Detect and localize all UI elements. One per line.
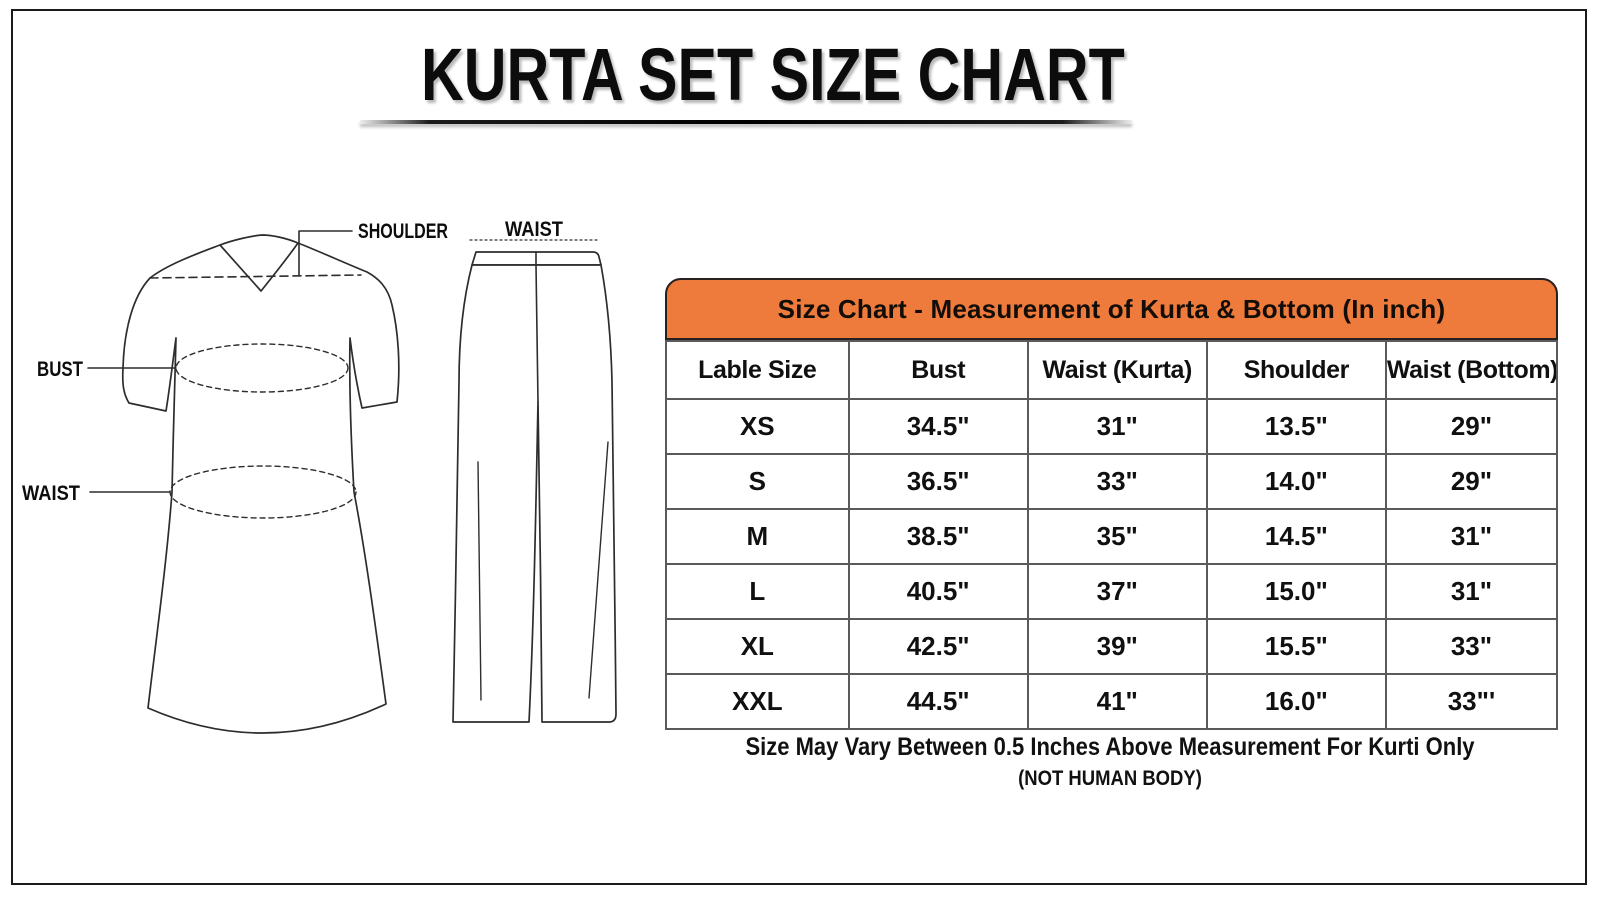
- page-title: KURTA SET SIZE CHART: [421, 33, 1125, 116]
- size-table-title: Size Chart - Measurement of Kurta & Bott…: [665, 278, 1558, 340]
- bust-label: BUST: [37, 358, 83, 381]
- cell-waist-kurta: 41": [1026, 673, 1208, 730]
- pants-outline: [452, 264, 617, 723]
- column-header-bust: Bust: [847, 340, 1029, 400]
- size-table-grid: Lable Size Bust Waist (Kurta) Shoulder W…: [665, 340, 1559, 730]
- table-row: XS 34.5" 31" 13.5" 29": [665, 398, 1559, 455]
- cell-waist-bottom: 31": [1384, 563, 1559, 620]
- waist-bottom-label: WAIST: [505, 218, 563, 241]
- cell-shoulder: 15.0": [1205, 563, 1387, 620]
- cell-waist-bottom: 31": [1384, 508, 1559, 565]
- cell-waist-kurta: 33": [1026, 453, 1208, 510]
- table-row: L 40.5" 37" 15.0" 31": [665, 563, 1559, 620]
- cell-bust: 44.5": [847, 673, 1029, 730]
- pants-crease-right: [588, 441, 609, 699]
- shoulder-label: SHOULDER: [358, 220, 448, 243]
- cell-waist-bottom: 29": [1384, 398, 1559, 455]
- cell-waist-kurta: 37": [1026, 563, 1208, 620]
- kurta-outline: [121, 234, 400, 734]
- cell-shoulder: 14.5": [1205, 508, 1387, 565]
- cell-waist-bottom: 33"': [1384, 673, 1559, 730]
- size-note-line2: (NOT HUMAN BODY): [1018, 767, 1202, 790]
- column-header-shoulder: Shoulder: [1205, 340, 1387, 400]
- cell-size: XXL: [665, 673, 850, 730]
- garment-measurement-diagram: SHOULDER BUST WAIST WAIST: [22, 218, 617, 734]
- shoulder-dashed-line: [149, 274, 362, 279]
- pants-crease-left: [477, 461, 482, 701]
- title-underline: [360, 120, 1132, 124]
- column-header-waist-bottom: Waist (Bottom): [1384, 340, 1559, 400]
- cell-size: M: [665, 508, 850, 565]
- cell-size: XS: [665, 398, 850, 455]
- cell-waist-bottom: 33": [1384, 618, 1559, 675]
- cell-shoulder: 13.5": [1205, 398, 1387, 455]
- size-table: Size Chart - Measurement of Kurta & Bott…: [665, 278, 1559, 730]
- table-row: M 38.5" 35" 14.5" 31": [665, 508, 1559, 565]
- column-header-label-size: Lable Size: [665, 340, 850, 400]
- kurta-vneck: [219, 242, 299, 292]
- cell-waist-kurta: 39": [1026, 618, 1208, 675]
- cell-shoulder: 14.0": [1205, 453, 1387, 510]
- cell-size: XL: [665, 618, 850, 675]
- size-note-line1: Size May Vary Between 0.5 Inches Above M…: [745, 733, 1475, 761]
- waist-kurta-label: WAIST: [22, 482, 80, 505]
- cell-bust: 38.5": [847, 508, 1029, 565]
- cell-shoulder: 16.0": [1205, 673, 1387, 730]
- cell-bust: 40.5": [847, 563, 1029, 620]
- cell-bust: 42.5": [847, 618, 1029, 675]
- cell-bust: 34.5": [847, 398, 1029, 455]
- cell-waist-kurta: 31": [1026, 398, 1208, 455]
- column-header-waist-kurta: Waist (Kurta): [1026, 340, 1208, 400]
- cell-bust: 36.5": [847, 453, 1029, 510]
- cell-size: L: [665, 563, 850, 620]
- cell-size: S: [665, 453, 850, 510]
- table-row: S 36.5" 33" 14.0" 29": [665, 453, 1559, 510]
- header-row: Lable Size Bust Waist (Kurta) Shoulder W…: [665, 340, 1559, 400]
- shoulder-leader-line: [298, 230, 353, 276]
- size-note: Size May Vary Between 0.5 Inches Above M…: [635, 733, 1585, 791]
- cell-shoulder: 15.5": [1205, 618, 1387, 675]
- pants-center-seam: [535, 251, 539, 403]
- cell-waist-bottom: 29": [1384, 453, 1559, 510]
- table-row: XXL 44.5" 41" 16.0" 33"': [665, 673, 1559, 730]
- cell-waist-kurta: 35": [1026, 508, 1208, 565]
- bust-ellipse: [175, 343, 349, 393]
- table-row: XL 42.5" 39" 15.5" 33": [665, 618, 1559, 675]
